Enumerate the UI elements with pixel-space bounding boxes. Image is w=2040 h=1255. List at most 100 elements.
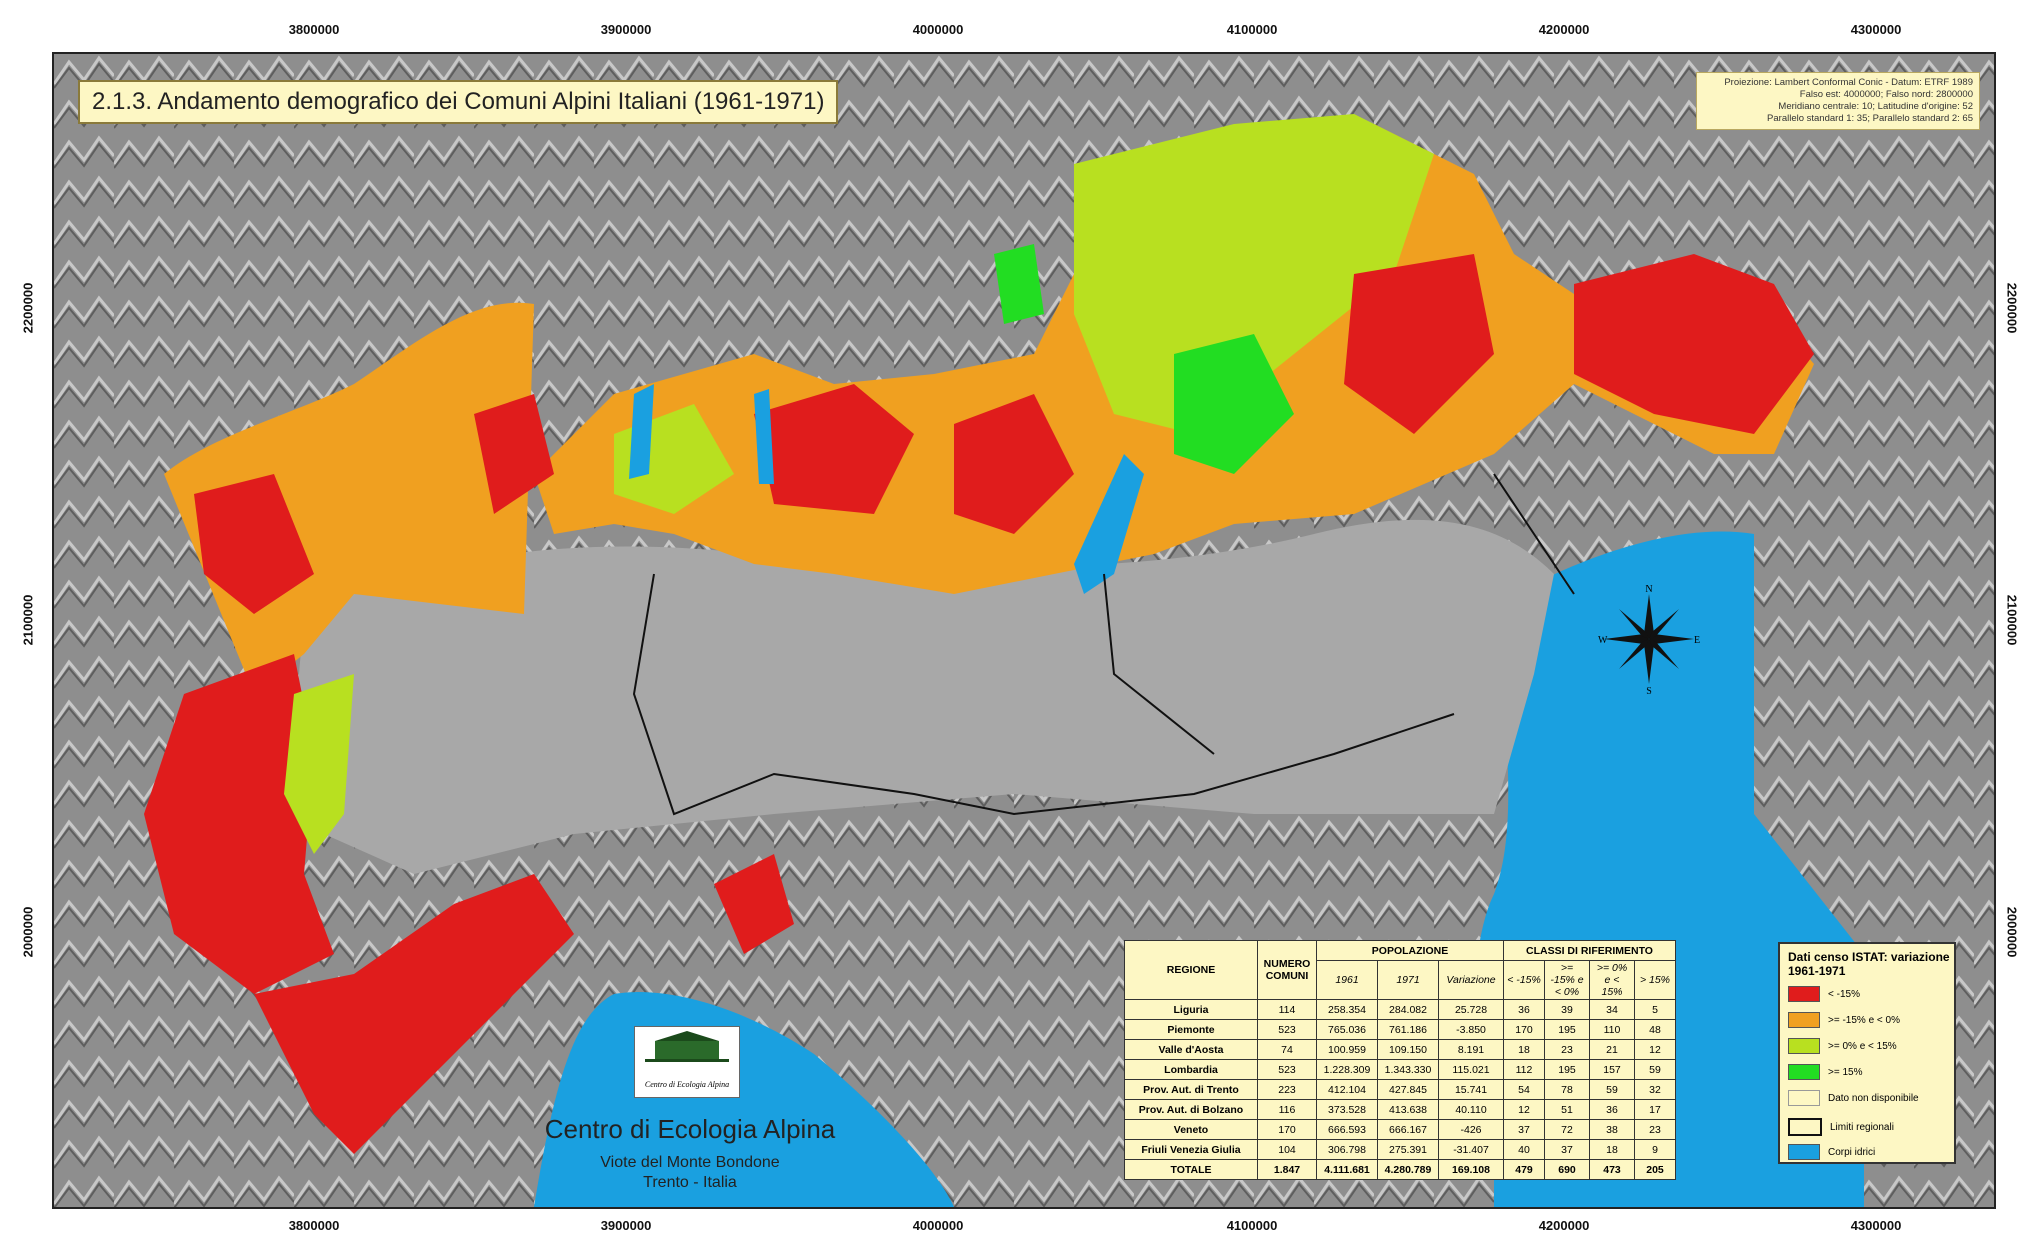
lake bbox=[1074, 454, 1144, 594]
table-cell: 523 bbox=[1257, 1059, 1317, 1080]
legend-label: Limiti regionali bbox=[1830, 1121, 1894, 1133]
compass-w: W bbox=[1598, 635, 1608, 646]
lake bbox=[629, 384, 654, 479]
header-popolazione: POPOLAZIONE bbox=[1316, 940, 1504, 961]
table-cell: 48 bbox=[1634, 1019, 1676, 1040]
table-cell: 1.228.309 bbox=[1316, 1059, 1378, 1080]
legend-swatch bbox=[1788, 1144, 1820, 1160]
legend-label: Corpi idrici bbox=[1828, 1146, 1876, 1158]
legend-swatch bbox=[1788, 986, 1820, 1002]
table-cell: 40 bbox=[1503, 1139, 1545, 1160]
table-cell-regione: Prov. Aut. di Trento bbox=[1124, 1079, 1258, 1100]
x-tick-bottom: 4000000 bbox=[912, 1218, 964, 1233]
table-cell: 104 bbox=[1257, 1139, 1317, 1160]
y-tick-left: 2100000 bbox=[20, 594, 36, 646]
header-regione: REGIONE bbox=[1124, 940, 1258, 1000]
logo: Centro di Ecologia Alpina bbox=[634, 1026, 740, 1098]
table-cell: 1.343.330 bbox=[1377, 1059, 1439, 1080]
table-row: Prov. Aut. di Bolzano 116 373.528 413.638 40… bbox=[1124, 1099, 1676, 1120]
table-cell: 74 bbox=[1257, 1039, 1317, 1060]
regional-boundary bbox=[1493, 473, 1575, 595]
y-tick-right: 2000000 bbox=[2004, 906, 2020, 958]
table-row: Liguria 114 258.354 284.082 25.728 36 39 34 5 bbox=[1124, 999, 1676, 1020]
table-cell: 112 bbox=[1503, 1059, 1545, 1080]
table-cell: 40.110 bbox=[1438, 1099, 1504, 1120]
organization-address-2: Trento - Italia bbox=[643, 1174, 737, 1191]
header-numero-comuni: NUMERO COMUNI bbox=[1257, 940, 1317, 1000]
table-row: Prov. Aut. di Trento 223 412.104 427.845 15.… bbox=[1124, 1079, 1676, 1100]
table-cell: 38 bbox=[1589, 1119, 1635, 1140]
table-cell: 413.638 bbox=[1377, 1099, 1439, 1120]
table-cell: 59 bbox=[1634, 1059, 1676, 1080]
table-cell-regione: Lombardia bbox=[1124, 1059, 1258, 1080]
lake bbox=[754, 389, 774, 484]
table-cell: 4.280.789 bbox=[1377, 1159, 1439, 1180]
header-class-4: > 15% bbox=[1634, 960, 1676, 1000]
table-row: Veneto 170 666.593 666.167 -426 37 72 38 23 bbox=[1124, 1119, 1676, 1140]
table-cell: 37 bbox=[1503, 1119, 1545, 1140]
table-cell: 666.593 bbox=[1316, 1119, 1378, 1140]
table-cell: 23 bbox=[1544, 1039, 1590, 1060]
legend-item: < -15% bbox=[1788, 986, 1860, 1002]
x-tick-top: 4300000 bbox=[1850, 22, 1902, 37]
table-cell: 109.150 bbox=[1377, 1039, 1439, 1060]
organization-address-1: Viote del Monte Bondone bbox=[600, 1154, 780, 1171]
table-cell: -31.407 bbox=[1438, 1139, 1504, 1160]
table-cell: 373.528 bbox=[1316, 1099, 1378, 1120]
table-cell: 284.082 bbox=[1377, 999, 1439, 1020]
projection-box: Proiezione: Lambert Conformal Conic - Da… bbox=[1696, 72, 1980, 130]
x-tick-top: 4200000 bbox=[1538, 22, 1590, 37]
table-cell: 479 bbox=[1503, 1159, 1545, 1180]
legend-swatch bbox=[1788, 1090, 1820, 1106]
regional-boundary bbox=[632, 573, 1455, 816]
table-cell: 21 bbox=[1589, 1039, 1635, 1060]
projection-line: Proiezione: Lambert Conformal Conic - Da… bbox=[1724, 77, 1973, 88]
table-cell: 205 bbox=[1634, 1159, 1676, 1180]
table-cell: 25.728 bbox=[1438, 999, 1504, 1020]
header-class-2: >= -15% e < 0% bbox=[1544, 960, 1590, 1000]
table-cell: 59 bbox=[1589, 1079, 1635, 1100]
legend-swatch bbox=[1788, 1064, 1820, 1080]
table-cell: 170 bbox=[1257, 1119, 1317, 1140]
projection-line: Parallelo standard 1: 35; Parallelo stan… bbox=[1767, 113, 1973, 124]
projection-line: Falso est: 4000000; Falso nord: 2800000 bbox=[1799, 89, 1973, 100]
table-cell: 761.186 bbox=[1377, 1019, 1439, 1040]
x-tick-bottom: 3900000 bbox=[600, 1218, 652, 1233]
table-cell: 8.191 bbox=[1438, 1039, 1504, 1060]
table-cell: 765.036 bbox=[1316, 1019, 1378, 1040]
map-frame: 2.1.3. Andamento demografico dei Comuni … bbox=[52, 52, 1996, 1209]
legend-item: Limiti regionali bbox=[1788, 1118, 1894, 1136]
compass-rose-icon: N S W E bbox=[1598, 584, 1700, 694]
organization-name: Centro di Ecologia Alpina bbox=[544, 1114, 836, 1144]
map-canvas bbox=[54, 54, 1994, 1207]
table-cell: 115.021 bbox=[1438, 1059, 1504, 1080]
legend-item: >= 15% bbox=[1788, 1064, 1862, 1080]
legend-swatch bbox=[1788, 1012, 1820, 1028]
table-cell: 157 bbox=[1589, 1059, 1635, 1080]
table-cell: 15.741 bbox=[1438, 1079, 1504, 1100]
table-cell: 18 bbox=[1503, 1039, 1545, 1060]
table-cell-regione: Friuli Venezia Giulia bbox=[1124, 1139, 1258, 1160]
table-cell: 110 bbox=[1589, 1019, 1635, 1040]
table-cell: 9 bbox=[1634, 1139, 1676, 1160]
table-cell-regione: Piemonte bbox=[1124, 1019, 1258, 1040]
header-classi: CLASSI DI RIFERIMENTO bbox=[1503, 940, 1676, 961]
municipalities-layer bbox=[144, 114, 1814, 1154]
table-cell: 32 bbox=[1634, 1079, 1676, 1100]
table-cell: 114 bbox=[1257, 999, 1317, 1020]
table-cell: 23 bbox=[1634, 1119, 1676, 1140]
legend-label: >= 0% e < 15% bbox=[1828, 1040, 1897, 1052]
legend-swatch bbox=[1788, 1118, 1822, 1136]
table-cell: 306.798 bbox=[1316, 1139, 1378, 1160]
x-tick-top: 3900000 bbox=[600, 22, 652, 37]
table-cell: 473 bbox=[1589, 1159, 1635, 1180]
table-cell: 195 bbox=[1544, 1019, 1590, 1040]
table-cell: 100.959 bbox=[1316, 1039, 1378, 1060]
table-cell: 195 bbox=[1544, 1059, 1590, 1080]
y-tick-left: 2200000 bbox=[20, 282, 36, 334]
po-valley bbox=[294, 519, 1554, 874]
statistics-table: REGIONE NUMERO COMUNI POPOLAZIONE CLASSI… bbox=[1124, 940, 1676, 1180]
table-cell: 17 bbox=[1634, 1099, 1676, 1120]
compass-s: S bbox=[1646, 686, 1652, 694]
legend-swatch bbox=[1788, 1038, 1820, 1054]
